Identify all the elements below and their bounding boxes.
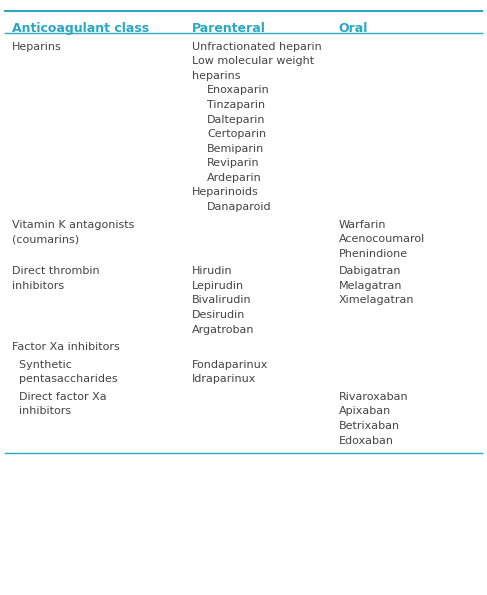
Text: Anticoagulant class: Anticoagulant class [12, 22, 150, 35]
Text: Betrixaban: Betrixaban [338, 421, 400, 431]
Text: Fondaparinux: Fondaparinux [192, 359, 269, 369]
Text: Ardeparin: Ardeparin [207, 173, 262, 183]
Text: Parenteral: Parenteral [192, 22, 266, 35]
Text: Factor Xa inhibitors: Factor Xa inhibitors [12, 342, 120, 352]
Text: Tinzaparin: Tinzaparin [207, 100, 265, 110]
Text: Acenocoumarol: Acenocoumarol [338, 234, 425, 244]
Text: inhibitors: inhibitors [12, 281, 64, 291]
Text: Argatroban: Argatroban [192, 325, 255, 334]
Text: Direct factor Xa: Direct factor Xa [12, 392, 107, 402]
Text: Low molecular weight: Low molecular weight [192, 56, 315, 66]
Text: Ximelagatran: Ximelagatran [338, 295, 414, 305]
Text: heparins: heparins [192, 71, 241, 81]
Text: inhibitors: inhibitors [12, 406, 71, 416]
Text: Heparins: Heparins [12, 42, 62, 52]
Text: Direct thrombin: Direct thrombin [12, 266, 100, 276]
Text: Dalteparin: Dalteparin [207, 114, 265, 124]
Text: Certoparin: Certoparin [207, 129, 266, 139]
Text: Unfractionated heparin: Unfractionated heparin [192, 42, 322, 52]
Text: Lepirudin: Lepirudin [192, 281, 244, 291]
Text: Idraparinux: Idraparinux [192, 374, 257, 384]
Text: Warfarin: Warfarin [338, 220, 386, 230]
Text: Danaparoid: Danaparoid [207, 202, 272, 212]
Text: Reviparin: Reviparin [207, 158, 260, 168]
Text: Heparinoids: Heparinoids [192, 187, 259, 198]
Text: pentasaccharides: pentasaccharides [12, 374, 118, 384]
Text: Hirudin: Hirudin [192, 266, 233, 276]
Text: Edoxaban: Edoxaban [338, 436, 393, 446]
Text: Synthetic: Synthetic [12, 359, 72, 369]
Text: Bivalirudin: Bivalirudin [192, 295, 252, 305]
Text: Dabigatran: Dabigatran [338, 266, 401, 276]
Text: Enoxaparin: Enoxaparin [207, 85, 270, 95]
Text: Bemiparin: Bemiparin [207, 143, 264, 154]
Text: Phenindione: Phenindione [338, 249, 408, 259]
Text: Oral: Oral [338, 22, 368, 35]
Text: Desirudin: Desirudin [192, 310, 246, 320]
Text: Rivaroxaban: Rivaroxaban [338, 392, 408, 402]
Text: Apixaban: Apixaban [338, 406, 391, 416]
Text: Vitamin K antagonists: Vitamin K antagonists [12, 220, 134, 230]
Text: (coumarins): (coumarins) [12, 234, 79, 244]
Text: Melagatran: Melagatran [338, 281, 402, 291]
